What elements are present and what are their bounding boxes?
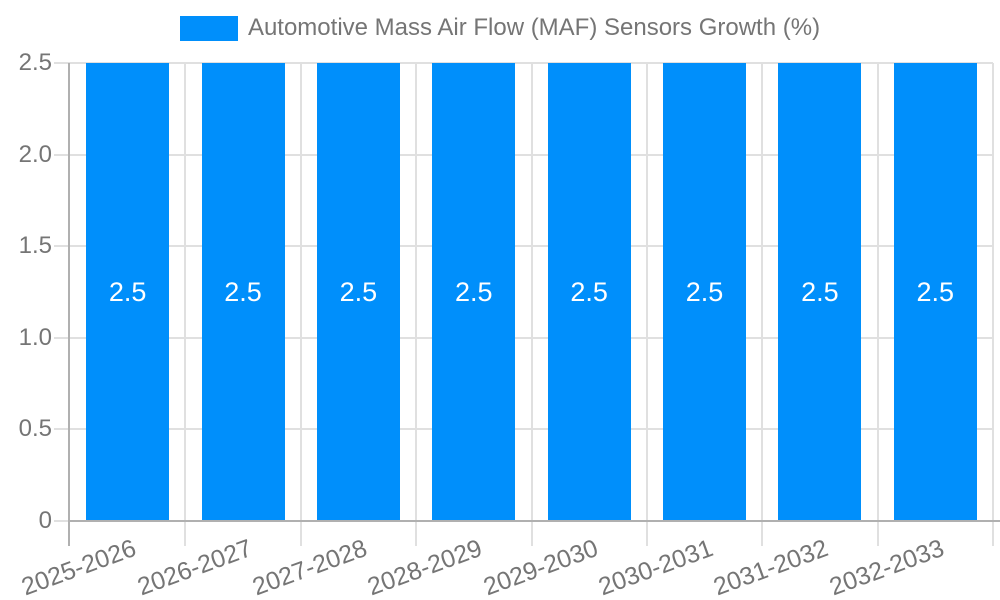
y-axis-label: 0 bbox=[38, 507, 52, 534]
bar-value-label: 2.5 bbox=[224, 276, 262, 307]
bar-value-label: 2.5 bbox=[801, 276, 839, 307]
x-axis-label: 2028-2029 bbox=[364, 534, 487, 600]
y-gridline bbox=[54, 245, 993, 248]
x-gridline bbox=[645, 63, 648, 546]
legend-swatch-icon bbox=[179, 15, 238, 41]
bar[interactable]: 2.5 bbox=[432, 63, 516, 521]
bar-value-label: 2.5 bbox=[339, 276, 378, 307]
y-axis-label: 2.5 bbox=[18, 49, 52, 76]
x-axis-label: 2030-2031 bbox=[594, 534, 717, 600]
x-axis-label: 2026-2027 bbox=[133, 534, 256, 600]
x-gridline bbox=[415, 63, 418, 546]
bar-value-label: 2.5 bbox=[108, 276, 147, 307]
x-axis-label: 2029-2030 bbox=[479, 534, 602, 600]
bar[interactable]: 2.5 bbox=[547, 63, 631, 521]
x-axis-label: 2032-2033 bbox=[825, 534, 948, 600]
x-gridline bbox=[761, 63, 764, 546]
y-tick bbox=[54, 520, 68, 522]
bar-value-label: 2.5 bbox=[570, 276, 608, 307]
x-gridline bbox=[530, 63, 533, 546]
bar-value-label: 2.5 bbox=[916, 276, 955, 307]
x-axis-label: 2031-2032 bbox=[710, 534, 833, 600]
bar[interactable]: 2.5 bbox=[316, 63, 400, 521]
y-axis-label: 2.0 bbox=[18, 140, 52, 168]
y-axis-label: 1.5 bbox=[18, 232, 52, 260]
y-gridline bbox=[54, 62, 993, 64]
x-gridline bbox=[184, 63, 187, 546]
bar[interactable]: 2.5 bbox=[893, 63, 977, 521]
bar[interactable]: 2.5 bbox=[663, 63, 747, 521]
x-axis-label: 2027-2028 bbox=[248, 534, 371, 600]
y-gridline bbox=[54, 428, 993, 431]
legend-label: Automotive Mass Air Flow (MAF) Sensors G… bbox=[247, 14, 821, 41]
y-axis-label: 1.0 bbox=[18, 323, 52, 351]
y-gridline bbox=[54, 153, 993, 156]
bar[interactable]: 2.5 bbox=[778, 63, 862, 521]
y-axis-label: 0.5 bbox=[18, 415, 52, 443]
y-gridline bbox=[54, 336, 993, 339]
x-gridline bbox=[299, 63, 302, 546]
x-axis-label: 2025-2026 bbox=[17, 534, 140, 600]
x-gridline bbox=[876, 63, 879, 546]
bar[interactable]: 2.5 bbox=[201, 63, 285, 521]
x-axis-line bbox=[68, 520, 1000, 522]
y-axis-line bbox=[68, 63, 70, 546]
chart-legend[interactable]: Automotive Mass Air Flow (MAF) Sensors G… bbox=[0, 14, 1000, 42]
bar-value-label: 2.5 bbox=[455, 276, 493, 307]
bar[interactable]: 2.5 bbox=[86, 63, 170, 521]
x-gridline bbox=[992, 63, 994, 546]
bar-value-label: 2.5 bbox=[685, 276, 724, 307]
